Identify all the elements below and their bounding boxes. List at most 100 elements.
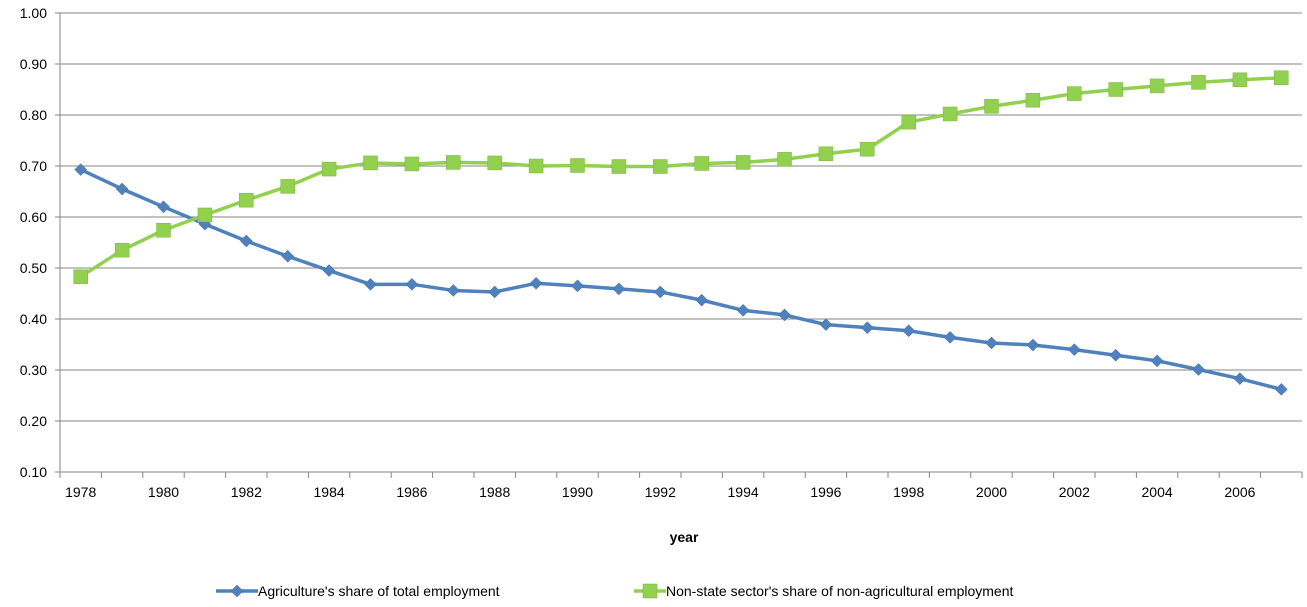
y-tick-label: 1.00 [20,5,47,21]
data-point [405,277,419,291]
data-point [1149,78,1165,94]
y-tick-label: 0.30 [20,362,47,378]
x-tick-label: 2006 [1224,484,1255,500]
data-point [528,158,544,174]
data-point [281,249,295,263]
data-point [1150,354,1164,368]
data-point [984,99,999,114]
data-point [860,321,874,335]
x-tick-label: 2000 [976,484,1007,500]
data-point [1026,338,1040,352]
y-tick-label: 0.60 [20,209,47,225]
data-point [1025,92,1041,108]
data-point [943,331,957,344]
x-tick-label: 1984 [314,484,345,500]
data-point [446,284,460,297]
data-series [73,70,1289,396]
data-point [487,155,502,171]
data-point [239,192,254,208]
data-point [1274,70,1289,86]
data-point [156,223,171,238]
data-point [1191,75,1206,90]
data-point [363,155,378,171]
x-tick-label: 2002 [1059,484,1090,500]
data-point [115,182,129,196]
x-tick-label: 1994 [728,484,759,500]
legend-label: Agriculture's share of total employment [258,583,500,599]
data-point [280,179,295,194]
data-point [157,200,170,214]
data-point [404,156,420,172]
data-point [1274,383,1288,396]
data-point [694,156,709,171]
y-tick-label: 0.90 [20,56,47,72]
legend-marker [642,583,658,599]
x-axis-title: year [670,529,699,545]
data-point [653,285,667,299]
data-point [778,308,791,322]
x-axis-tick-labels: 1978 1980 1982 1984 1986 1988 1990 1992 1994 1996… [65,484,1256,500]
x-tick-label: 1996 [810,484,841,500]
y-tick-label: 0.50 [20,260,47,276]
data-point [364,277,377,291]
data-point [74,163,88,176]
legend-item-2: Non-state sector's share of non-agricult… [634,583,1013,599]
data-point [197,207,213,223]
data-point [695,293,709,307]
data-point [1192,363,1205,376]
x-tick-label: 1988 [479,484,510,500]
data-point [1067,343,1081,356]
x-tick-label: 1978 [65,484,96,500]
data-point [901,114,916,130]
data-point [571,279,584,293]
data-point [736,303,750,317]
y-tick-label: 0.70 [20,158,47,174]
x-tick-label: 1982 [231,484,262,500]
data-point [818,146,834,162]
data-point [612,282,626,296]
data-point [1108,82,1123,97]
data-point [446,155,461,170]
data-point [985,336,998,350]
y-tick-label: 0.40 [20,311,47,327]
series-2 [73,70,1289,284]
legend-item-1: Agriculture's share of total employment [216,583,500,599]
x-tick-label: 1992 [645,484,676,500]
data-point [942,106,958,122]
x-tick-label: 1990 [562,484,593,500]
data-point [1232,72,1248,88]
data-point [322,264,336,277]
x-tick-label: 2004 [1142,484,1173,500]
data-point [1109,348,1123,362]
x-tick-label: 1980 [148,484,179,500]
series-line [79,167,1282,392]
legend: Agriculture's share of total employment N… [216,583,1013,599]
y-axis-tick-labels: 0.10 0.20 0.30 0.40 0.50 0.60 0.70 0.80 0.90 1.00 [20,5,47,480]
data-point [819,318,833,331]
data-point [488,285,502,299]
data-point [653,159,668,174]
x-tick-label: 1986 [396,484,427,500]
series-1 [74,163,1288,396]
data-point [860,141,875,157]
data-point [1233,372,1247,386]
data-point [529,276,543,290]
data-point [611,159,627,174]
legend-label: Non-state sector's share of non-agricult… [666,583,1013,599]
data-point [321,161,337,177]
x-tick-label: 1998 [893,484,924,500]
data-point [114,242,130,258]
data-point [1067,86,1082,101]
data-point [777,152,792,167]
legend-marker [230,584,244,598]
y-tick-label: 0.20 [20,413,47,429]
data-point [73,269,88,284]
data-point [902,324,916,338]
data-point [735,155,751,170]
data-point [239,234,253,248]
data-point [570,158,585,173]
y-tick-label: 0.10 [20,464,47,480]
y-tick-label: 0.80 [20,107,47,123]
x-axis [59,13,1303,478]
